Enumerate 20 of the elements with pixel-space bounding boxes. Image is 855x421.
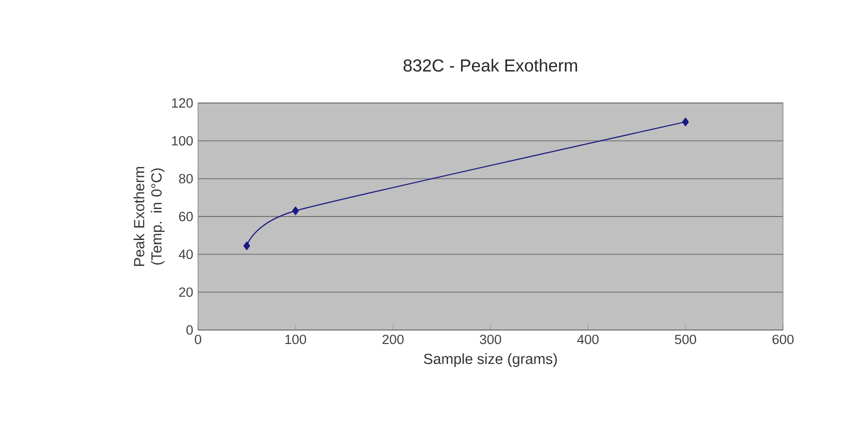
x-tick-label: 500 [674, 334, 696, 344]
y-tick-label: 120 [172, 98, 193, 108]
x-axis-title: Sample size (grams) [424, 353, 557, 367]
point [243, 242, 250, 250]
y-tick-label: 80 [179, 174, 193, 184]
x-tick-label: 400 [577, 334, 599, 344]
x-tick-label: 100 [285, 334, 306, 344]
y-tick-label: 100 [172, 136, 193, 146]
x-tick-label: 600 [772, 334, 794, 344]
y-tick-label: 0 [186, 325, 193, 335]
y-tick-label: 40 [178, 250, 193, 260]
x-tick-label: 0 [194, 334, 202, 344]
x-tick-label: 200 [382, 334, 404, 344]
y-tick-label: 20 [179, 287, 193, 297]
x-tick-label: 300 [480, 334, 502, 344]
point [292, 206, 299, 216]
chart-title: 832C - Peak Exotherm [404, 58, 578, 72]
point [682, 118, 689, 126]
y-tick-label: 60 [179, 212, 193, 222]
y-axis-title: Peak Exotherm (Temp. in 0°C) [134, 166, 165, 266]
